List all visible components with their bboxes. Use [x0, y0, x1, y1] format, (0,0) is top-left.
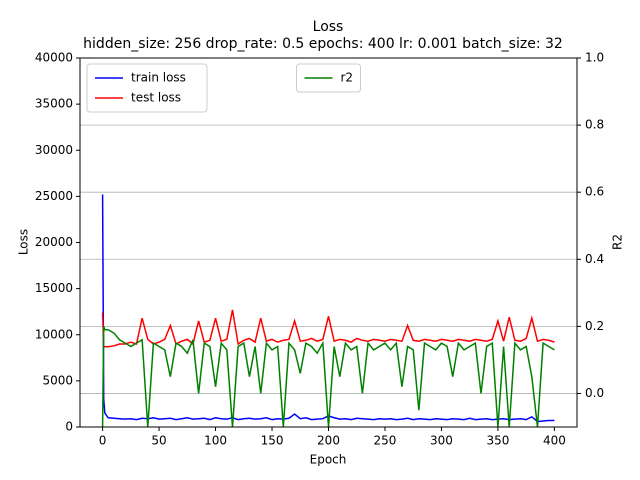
- y2-tick-label: 0.0: [585, 386, 604, 400]
- line-series: [101, 326, 555, 428]
- x-tick-label: 350: [486, 434, 509, 448]
- x-tick-label: 300: [430, 434, 453, 448]
- y-tick-label: 20000: [35, 235, 73, 249]
- chart-title: Loss: [313, 19, 344, 35]
- x-tick-label: 250: [374, 434, 397, 448]
- y-tick-label: 30000: [35, 143, 73, 157]
- y-tick-label: 0: [65, 420, 73, 434]
- y-tick-label: 5000: [42, 373, 73, 387]
- y-tick-label: 10000: [35, 327, 73, 341]
- chart-subtitle: hidden_size: 256 drop_rate: 0.5 epochs: …: [83, 36, 563, 52]
- legend-box: [86, 63, 208, 113]
- y2-tick-label: 0.8: [585, 118, 604, 132]
- y2-tick-label: 1.0: [585, 51, 604, 65]
- x-tick-label: 200: [317, 434, 340, 448]
- y2-axis-label: R2: [611, 234, 625, 250]
- y-tick-label: 25000: [35, 189, 73, 203]
- legend-label: test loss: [131, 91, 181, 105]
- y2-tick-label: 0.6: [585, 185, 604, 199]
- y-axis-label: Loss: [17, 229, 31, 255]
- x-tick-label: 50: [151, 434, 166, 448]
- legend: r2: [296, 63, 361, 93]
- x-tick-label: 0: [99, 434, 107, 448]
- y-tick-label: 40000: [35, 51, 73, 65]
- legend-label: r2: [341, 71, 354, 85]
- legend-label: train loss: [131, 71, 186, 85]
- x-tick-label: 400: [543, 434, 566, 448]
- legend: train loss test loss: [86, 63, 208, 113]
- x-tick-label: 150: [261, 434, 284, 448]
- y2-tick-label: 0.4: [585, 252, 604, 266]
- x-tick-label: 100: [204, 434, 227, 448]
- y-tick-label: 35000: [35, 97, 73, 111]
- line-series: [101, 194, 555, 423]
- plot-frame: [79, 57, 578, 428]
- x-axis-label: Epoch: [310, 453, 347, 467]
- line-series: [101, 309, 555, 348]
- y2-tick-label: 0.2: [585, 319, 604, 333]
- y-tick-label: 15000: [35, 281, 73, 295]
